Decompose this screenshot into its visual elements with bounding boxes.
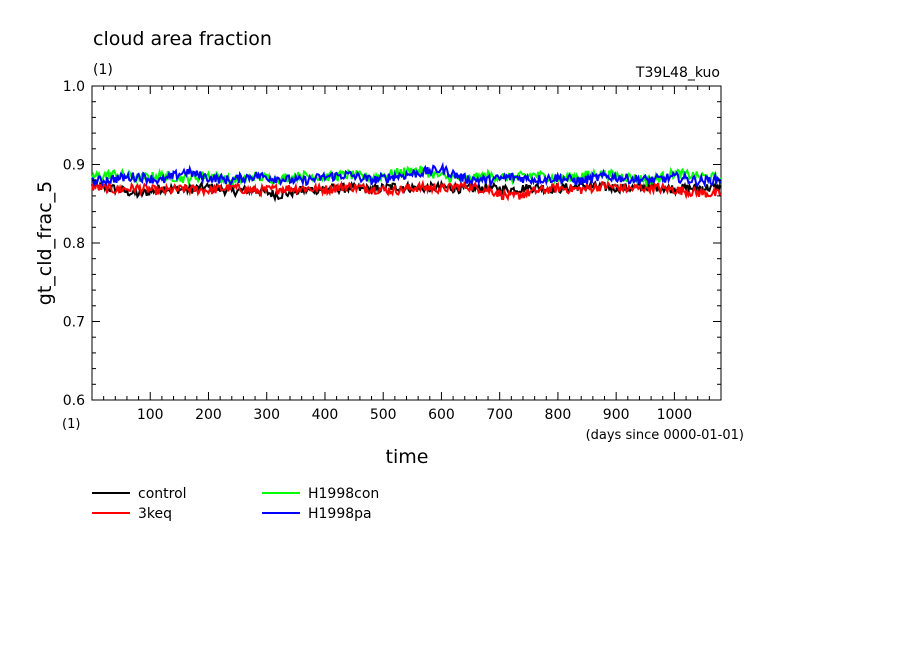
x-tick-label: 600 — [428, 407, 455, 423]
y-tick-label: 0.9 — [63, 158, 85, 174]
legend: control 3keq H1998con H1998pa — [92, 486, 379, 522]
y-axis-unit: (1) — [62, 417, 80, 432]
plot-frame — [91, 85, 722, 401]
tick-layer — [92, 86, 721, 400]
legend-label-control: control — [138, 486, 187, 502]
x-tick-label: 400 — [312, 407, 339, 423]
chart-title: cloud area fraction — [93, 28, 272, 50]
y-tick-label: 0.7 — [63, 315, 85, 331]
y-axis-title: gt_cld_frac_5 — [34, 181, 56, 305]
plot-border — [91, 85, 722, 401]
x-tick-label: 300 — [253, 407, 280, 423]
x-tick-label: 900 — [603, 407, 630, 423]
x-axis-unit: (days since 0000-01-01) — [586, 428, 744, 443]
title-unit: (1) — [93, 62, 113, 78]
run-label: T39L48_kuo — [635, 65, 720, 81]
series-line-H1998pa — [91, 161, 722, 189]
x-axis-title: time — [386, 446, 429, 468]
label-layer: 100 200 300 400 500 600 700 800 900 1000 0.6 0.7 0.8… — [63, 79, 692, 423]
x-tick-label: 200 — [195, 407, 222, 423]
x-tick-label: 700 — [486, 407, 513, 423]
legend-label-H1998con: H1998con — [308, 486, 379, 502]
x-tick-label: 100 — [137, 407, 164, 423]
series-line-3keq — [91, 179, 722, 202]
legend-label-H1998pa: H1998pa — [308, 506, 372, 522]
x-tick-label: 800 — [545, 407, 572, 423]
y-tick-label: 0.8 — [63, 236, 85, 252]
y-tick-label: 0.6 — [63, 393, 85, 409]
legend-label-3keq: 3keq — [138, 506, 172, 522]
series-layer — [91, 161, 722, 203]
x-tick-label: 500 — [370, 407, 397, 423]
x-tick-label: 1000 — [657, 407, 693, 423]
y-tick-label: 1.0 — [63, 79, 85, 95]
